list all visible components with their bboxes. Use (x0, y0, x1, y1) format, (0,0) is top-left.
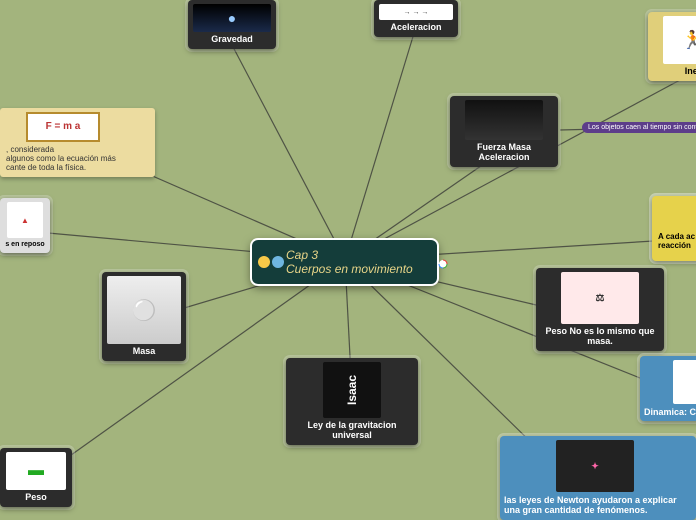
smiley-icon (258, 256, 270, 268)
node-newtonleyes[interactable]: ✦ las leyes de Newton ayudaron a explica… (500, 436, 696, 520)
central-node[interactable]: Cap 3 Cuerpos en movimiento (252, 240, 437, 284)
central-title-line1: Cap 3 (286, 248, 427, 262)
node-reaccion[interactable]: A cada acreacción (652, 196, 696, 261)
node-reposo[interactable]: ▲ s en reposo (0, 198, 50, 253)
label-reposo: s en reposo (4, 241, 46, 249)
label-gravuniv: Ley de la gravitacion universal (290, 421, 414, 441)
label-newtonleyes: las leyes de Newton ayudaron a explicaru… (504, 495, 692, 516)
label-dinamica: Dinamica: C (644, 407, 696, 417)
note-formula-text: , consideradaalgunos como la ecuación má… (6, 145, 149, 173)
node-fma[interactable]: Fuerza Masa Aceleracion (450, 96, 558, 167)
thumb-inercia: 🏃 (663, 16, 696, 64)
thumb-aceleracion: → → → (379, 4, 453, 20)
thumb-reposo: ▲ (7, 202, 43, 238)
note-formula[interactable]: F = m a , consideradaalgunos como la ecu… (0, 108, 155, 177)
central-title-line2: Cuerpos en movimiento (286, 262, 427, 276)
label-pesomasa: Peso No es lo mismo que masa. (540, 327, 660, 347)
thumb-formula: F = m a (26, 112, 100, 142)
globe-icon (272, 256, 284, 268)
mindmap-canvas: Cap 3 Cuerpos en movimiento ● Gravedad →… (0, 0, 696, 520)
node-inercia[interactable]: 🏃 Iner (648, 12, 696, 81)
thumb-newtonleyes: ✦ (556, 440, 634, 492)
node-masa[interactable]: ⚪ Masa (102, 272, 186, 361)
thumb-fma (465, 100, 543, 140)
thumb-gravuniv: Isaac (323, 362, 381, 418)
thumb-gravedad: ● (193, 4, 271, 32)
node-aceleracion[interactable]: → → → Aceleracion (374, 0, 458, 37)
thumb-dinamica (673, 360, 696, 404)
thumb-pesomasa: ⚖ (561, 272, 639, 324)
formula-text: F = m a (46, 121, 81, 133)
thumb-masa: ⚪ (107, 276, 181, 344)
multicolor-icon (438, 259, 448, 269)
label-gravedad: Gravedad (192, 35, 272, 45)
thumb-peso: ▬ (6, 452, 66, 490)
link-icon[interactable] (438, 256, 448, 266)
node-pesomasa[interactable]: ⚖ Peso No es lo mismo que masa. (536, 268, 664, 351)
node-dinamica[interactable]: Dinamica: C (640, 356, 696, 421)
label-masa: Masa (106, 347, 182, 357)
label-peso: Peso (4, 493, 68, 503)
label-aceleracion: Aceleracion (378, 23, 454, 33)
node-gravedad[interactable]: ● Gravedad (188, 0, 276, 49)
label-reaccion: A cada acreacción (658, 232, 696, 250)
central-icons (258, 256, 284, 268)
node-gravuniv[interactable]: Isaac Ley de la gravitacion universal (286, 358, 418, 445)
label-fma: Fuerza Masa Aceleracion (454, 143, 554, 163)
strip-inercia-note[interactable]: Los objetos caen al tiempo sin contar (582, 122, 696, 133)
label-inercia: Iner (652, 67, 696, 77)
strip-text: Los objetos caen al tiempo sin contar (588, 124, 696, 131)
node-peso[interactable]: ▬ Peso (0, 448, 72, 507)
